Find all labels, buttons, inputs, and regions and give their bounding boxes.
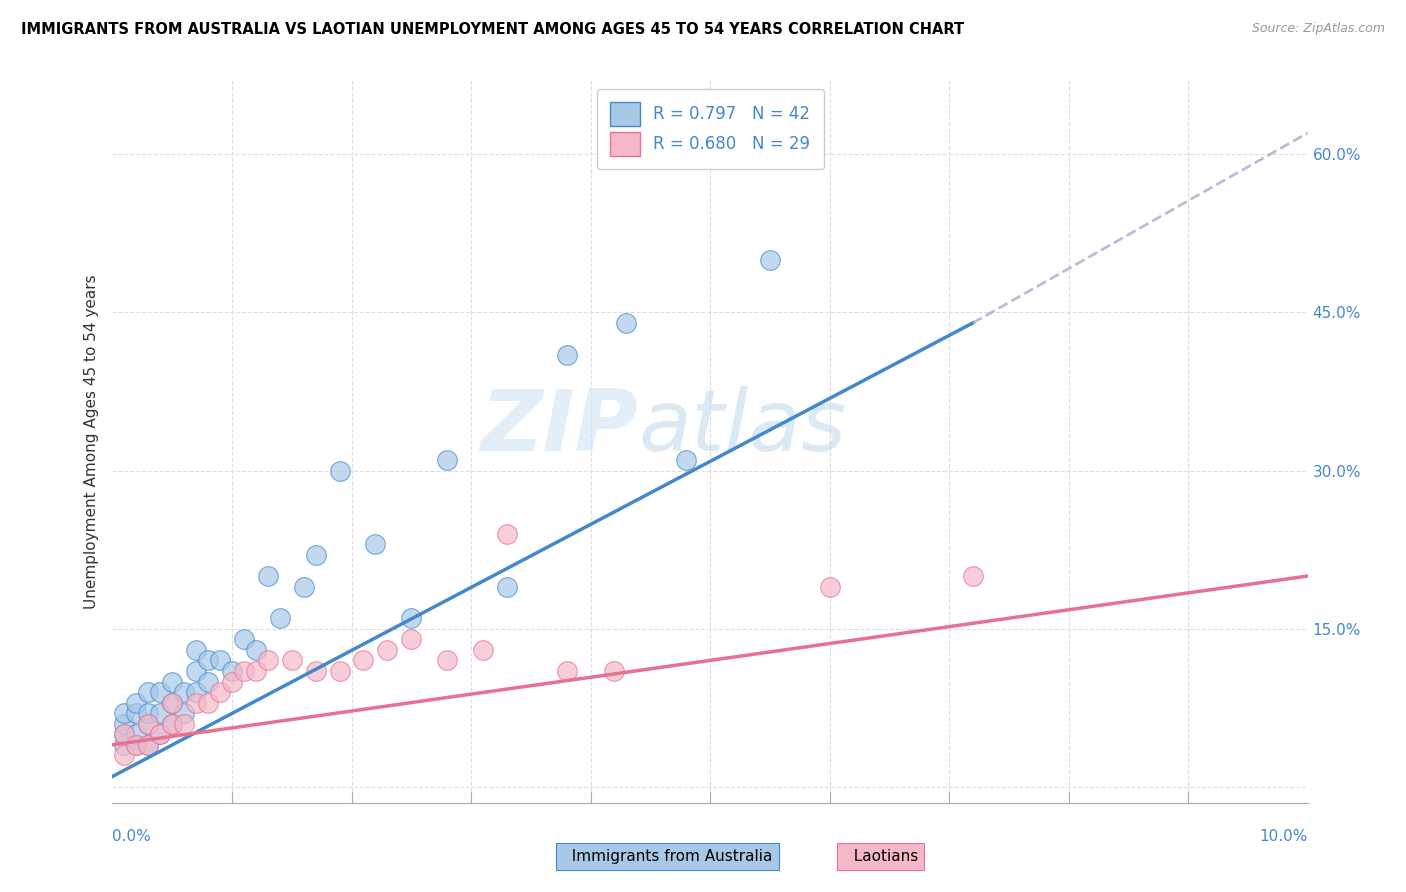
Point <box>603 664 626 678</box>
Point <box>245 664 267 678</box>
Text: atlas: atlas <box>638 385 846 468</box>
Text: Immigrants from Australia: Immigrants from Australia <box>562 849 773 863</box>
Point <box>173 685 195 699</box>
Point <box>233 632 256 647</box>
Point <box>759 252 782 267</box>
Point <box>162 674 183 689</box>
Text: IMMIGRANTS FROM AUSTRALIA VS LAOTIAN UNEMPLOYMENT AMONG AGES 45 TO 54 YEARS CORR: IMMIGRANTS FROM AUSTRALIA VS LAOTIAN UNE… <box>21 22 965 37</box>
Point <box>233 664 256 678</box>
Point <box>962 569 984 583</box>
Point <box>186 643 208 657</box>
Point <box>162 716 183 731</box>
Text: 10.0%: 10.0% <box>1260 830 1308 844</box>
Point <box>149 727 172 741</box>
Point <box>197 696 219 710</box>
Point <box>329 464 352 478</box>
Point <box>305 548 328 562</box>
Point <box>221 674 243 689</box>
Point <box>616 316 638 330</box>
Point <box>818 580 841 594</box>
Point <box>114 738 135 752</box>
Point <box>555 664 578 678</box>
Point <box>257 653 280 667</box>
Point <box>269 611 291 625</box>
Point <box>114 727 135 741</box>
Point <box>186 685 208 699</box>
Point <box>138 706 160 720</box>
Y-axis label: Unemployment Among Ages 45 to 54 years: Unemployment Among Ages 45 to 54 years <box>83 274 98 609</box>
Point <box>114 716 135 731</box>
Point <box>472 643 495 657</box>
Point <box>209 685 232 699</box>
Point <box>209 653 232 667</box>
Text: Source: ZipAtlas.com: Source: ZipAtlas.com <box>1251 22 1385 36</box>
Point <box>173 716 195 731</box>
Point <box>257 569 280 583</box>
Point <box>125 738 148 752</box>
Point <box>138 685 160 699</box>
Point <box>186 664 208 678</box>
Point <box>401 632 423 647</box>
Point <box>292 580 315 594</box>
Point <box>138 738 160 752</box>
Point <box>197 653 219 667</box>
Text: Laotians: Laotians <box>844 849 918 863</box>
Point <box>305 664 328 678</box>
Point <box>138 716 160 731</box>
Point <box>496 580 519 594</box>
Point <box>436 453 458 467</box>
Point <box>162 716 183 731</box>
Point <box>353 653 375 667</box>
Point <box>149 727 172 741</box>
Legend: R = 0.797   N = 42, R = 0.680   N = 29: R = 0.797 N = 42, R = 0.680 N = 29 <box>596 88 824 169</box>
Point <box>496 526 519 541</box>
Point <box>364 537 387 551</box>
Text: ZIP: ZIP <box>481 385 638 468</box>
Point <box>675 453 697 467</box>
Point <box>138 716 160 731</box>
Point <box>197 674 219 689</box>
Point <box>125 738 148 752</box>
Point <box>329 664 352 678</box>
Point <box>221 664 243 678</box>
Point <box>401 611 423 625</box>
Point <box>245 643 267 657</box>
Point <box>149 685 172 699</box>
Point <box>162 696 183 710</box>
Point <box>125 727 148 741</box>
Point <box>114 706 135 720</box>
Point <box>436 653 458 667</box>
Point <box>162 696 183 710</box>
Point <box>125 706 148 720</box>
Point <box>281 653 304 667</box>
Point <box>114 748 135 763</box>
Point <box>114 727 135 741</box>
Point <box>173 706 195 720</box>
Point <box>186 696 208 710</box>
Point <box>149 706 172 720</box>
Point <box>125 696 148 710</box>
Point <box>377 643 399 657</box>
Point <box>138 738 160 752</box>
Text: 0.0%: 0.0% <box>112 830 152 844</box>
Point <box>555 347 578 361</box>
